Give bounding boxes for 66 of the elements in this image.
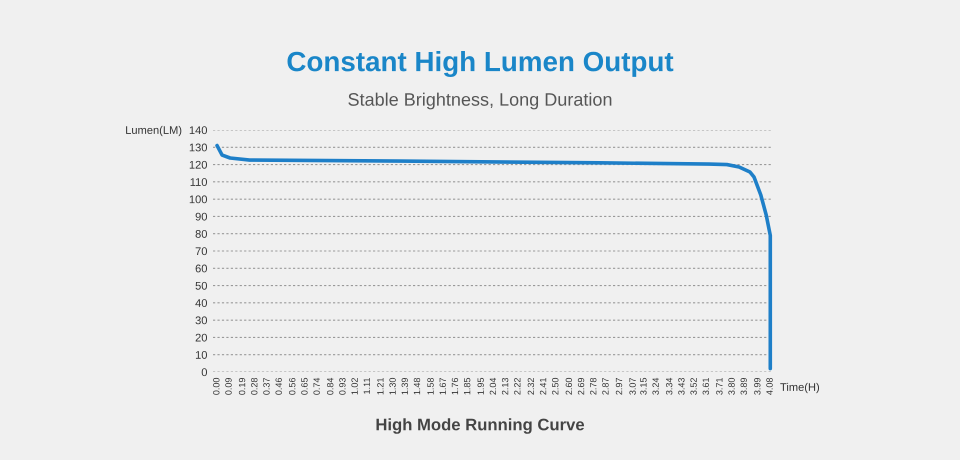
y-tick-label: 80 [196, 230, 208, 238]
y-tick-label: 90 [196, 212, 208, 221]
x-tick-label: 1.30 [389, 378, 396, 394]
x-tick-label: 0.93 [339, 378, 346, 395]
x-tick-label: 1.95 [478, 378, 484, 394]
y-tick-label: 50 [196, 282, 208, 290]
x-tick-label: 1.58 [427, 378, 434, 394]
y-tick-label: 140 [190, 126, 208, 134]
x-tick-label: 1.11 [364, 378, 370, 394]
x-tick-label: 1.39 [402, 378, 408, 394]
x-tick-label: 2.50 [552, 378, 558, 395]
x-tick-label: 2.87 [602, 378, 609, 395]
x-tick-label: 2.04 [490, 378, 496, 395]
x-tick-label: 2.78 [590, 378, 596, 395]
x-tick-label: 3.07 [629, 378, 636, 395]
x-tick-label: 3.24 [652, 378, 659, 395]
x-tick-label: 0.56 [289, 378, 296, 395]
x-tick-label: 3.71 [716, 378, 723, 395]
x-tick-label: 1.85 [464, 378, 470, 394]
x-tick-label: 1.48 [414, 378, 420, 394]
chart-title: Constant High Lumen Output [288, 50, 674, 78]
x-tick-label: 0.84 [326, 378, 334, 395]
x-tick-label: 0.74 [313, 378, 320, 395]
x-tick-label: 1.76 [452, 378, 458, 394]
x-tick-label: 0.00 [213, 378, 220, 395]
x-tick-label: 1.21 [377, 378, 384, 394]
x-tick-label: 0.28 [251, 378, 258, 395]
x-tick-label: 3.15 [640, 378, 647, 395]
x-tick-label: 3.52 [690, 378, 697, 395]
x-tick-label: 2.60 [566, 378, 572, 395]
y-tick-label: 60 [196, 264, 208, 272]
y-tick-label: 70 [196, 247, 208, 256]
x-tick-label: 3.89 [740, 378, 747, 395]
x-tick-label: 3.34 [666, 378, 672, 395]
y-tick-label: 30 [196, 316, 208, 324]
x-tick-label: 3.99 [754, 378, 761, 395]
x-tick-label: 2.13 [502, 378, 508, 395]
x-tick-label: 3.61 [702, 378, 709, 395]
x-tick-label: 0.46 [275, 378, 282, 395]
y-tick-label: 20 [196, 334, 208, 342]
x-axis-title: Time(H) [780, 382, 820, 394]
x-tick-label: 1.02 [351, 378, 358, 394]
y-tick-label: 100 [190, 195, 208, 204]
x-tick-label: 0.09 [225, 378, 232, 395]
y-axis-title: Lumen(LM) [126, 126, 182, 136]
x-tick-label: 2.22 [514, 378, 520, 395]
y-tick-label: 120 [190, 160, 208, 169]
x-tick-label: 3.43 [678, 378, 685, 395]
x-tick-label: 4.08 [766, 378, 773, 395]
y-tick-label: 0 [202, 368, 208, 376]
y-tick-label: 130 [190, 144, 208, 152]
x-tick-label: 2.32 [528, 378, 534, 395]
x-tick-label: 2.41 [540, 378, 546, 395]
y-tick-label: 10 [196, 350, 208, 359]
line-series [215, 144, 772, 370]
y-tick-label: 110 [190, 178, 208, 186]
x-tick-label: 3.80 [728, 378, 735, 395]
x-tick-label: 1.67 [440, 378, 446, 394]
x-tick-label: 0.37 [263, 378, 270, 395]
text: High Mode Running Curve [376, 418, 584, 434]
x-tick-label: 0.65 [301, 378, 308, 395]
x-tick-label: 0.19 [238, 378, 246, 395]
chart-subtitle: Stable Brightness, Long Duration [348, 92, 612, 110]
x-tick-label: 2.69 [578, 378, 584, 395]
x-tick-label: 2.97 [616, 378, 622, 395]
y-tick-label: 40 [195, 299, 208, 307]
